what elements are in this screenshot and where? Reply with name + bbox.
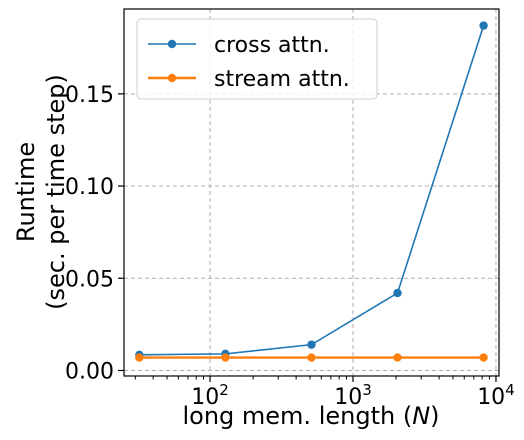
y-tick-label: 0.10 <box>65 175 114 200</box>
x-axis-label: long mem. length (N) <box>182 402 439 430</box>
x-axis-label-variable: N <box>412 402 430 430</box>
series-layer <box>135 21 488 362</box>
y-axis-label: Runtime (sec. per time step) <box>12 74 70 310</box>
y-axis-label-line1: Runtime <box>12 142 40 242</box>
legend-cross-attn-label: cross attn. <box>214 33 330 58</box>
stream-attn-data-point <box>307 353 316 362</box>
legend-stream-attn-label: stream attn. <box>214 67 350 92</box>
axis-ticks: 0.00 0.05 0.10 0.15 102 103 104 <box>65 83 515 410</box>
y-axis-label-line2: (sec. per time step) <box>42 74 70 310</box>
plot-frame <box>123 8 500 377</box>
x-axis-label-prefix: long mem. length ( <box>182 402 412 430</box>
stream-attn-data-point <box>221 353 230 362</box>
stream-attn-data-point <box>479 353 488 362</box>
x-tick-label: 103 <box>334 381 372 410</box>
legend-box <box>136 18 378 100</box>
x-axis-label-suffix: ) <box>430 402 439 430</box>
y-tick-label: 0.15 <box>65 83 114 108</box>
legend-stream-attn-marker <box>167 73 177 83</box>
stream-attn-data-point <box>135 353 144 362</box>
grid-lines <box>124 9 499 376</box>
y-tick-label: 0.00 <box>65 359 114 384</box>
y-tick-label: 0.05 <box>65 267 114 292</box>
cross-attn-data-point <box>393 288 402 298</box>
x-tick-label: 104 <box>477 381 515 410</box>
stream-attn-data-point <box>393 353 402 362</box>
cross-attn-data-point <box>479 21 488 30</box>
legend-cross-attn-marker <box>167 39 177 49</box>
cross-attn-data-point <box>307 340 316 349</box>
x-tick-label: 102 <box>191 381 229 410</box>
legend: cross attn. stream attn. <box>136 18 378 100</box>
